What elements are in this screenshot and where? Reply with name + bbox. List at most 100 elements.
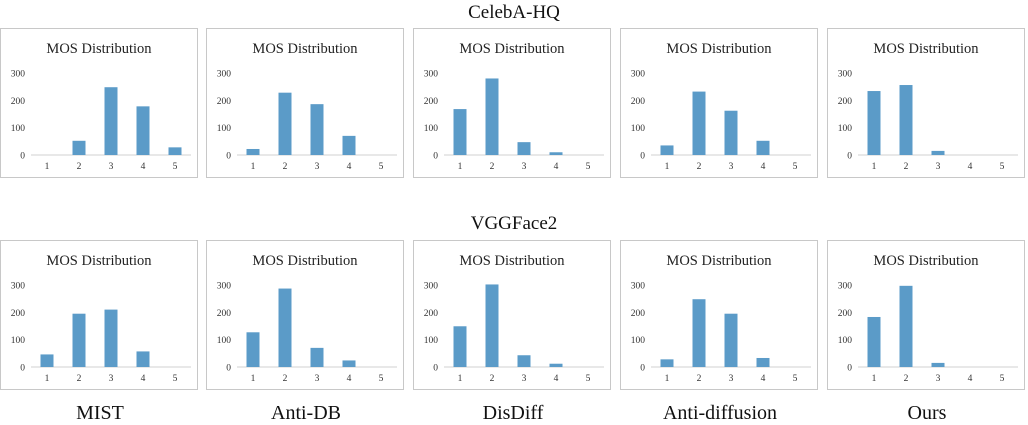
y-tick-label: 300 xyxy=(631,70,646,80)
x-tick-label: 1 xyxy=(251,374,256,384)
x-tick-label: 1 xyxy=(45,374,50,384)
y-tick-label: 0 xyxy=(226,364,231,374)
y-tick-label: 0 xyxy=(640,364,645,374)
y-tick-label: 200 xyxy=(217,309,232,319)
chart-panel: MOS Distribution 0 100 200 300 1 2 3 4 5 xyxy=(827,28,1025,178)
x-tick-label: 2 xyxy=(77,162,82,172)
bar-chart: MOS Distribution 0 100 200 300 1 2 3 4 5 xyxy=(631,41,811,172)
y-tick-label: 100 xyxy=(11,336,26,346)
chart-title: MOS Distribution xyxy=(666,253,772,269)
x-tick-label: 3 xyxy=(936,374,941,384)
chart-panel: MOS Distribution 0 100 200 300 1 2 3 4 5 xyxy=(206,28,404,178)
x-tick-label: 1 xyxy=(458,374,463,384)
y-tick-label: 300 xyxy=(217,282,232,292)
bar-4 xyxy=(549,152,563,155)
x-tick-label: 5 xyxy=(379,374,384,384)
x-tick-label: 4 xyxy=(968,162,973,172)
x-tick-label: 3 xyxy=(522,162,527,172)
bar-2 xyxy=(899,85,913,155)
y-tick-label: 300 xyxy=(424,70,439,80)
x-tick-label: 3 xyxy=(109,162,114,172)
x-tick-label: 3 xyxy=(315,162,320,172)
y-tick-label: 300 xyxy=(838,282,853,292)
bar-2 xyxy=(485,78,499,155)
bar-chart: MOS Distribution 0 100 200 300 1 2 3 4 5 xyxy=(11,253,191,384)
y-tick-label: 100 xyxy=(631,124,646,134)
bar-1 xyxy=(40,354,54,367)
x-tick-label: 4 xyxy=(141,162,146,172)
x-tick-label: 1 xyxy=(251,162,256,172)
x-tick-label: 1 xyxy=(872,162,877,172)
x-tick-label: 2 xyxy=(283,162,288,172)
y-tick-label: 100 xyxy=(838,124,853,134)
bar-2 xyxy=(278,92,292,155)
bar-1 xyxy=(453,109,467,155)
bar-chart: MOS Distribution 0 100 200 300 1 2 3 4 5 xyxy=(838,41,1018,172)
y-tick-label: 200 xyxy=(838,97,853,107)
x-tick-label: 4 xyxy=(347,374,352,384)
bar-1 xyxy=(660,359,674,367)
bar-5 xyxy=(168,147,182,155)
bar-3 xyxy=(931,150,945,155)
y-tick-label: 100 xyxy=(424,124,439,134)
bar-2 xyxy=(692,299,706,367)
chart-title: MOS Distribution xyxy=(252,41,358,57)
x-tick-label: 3 xyxy=(936,162,941,172)
y-tick-label: 0 xyxy=(433,152,438,162)
y-tick-label: 100 xyxy=(424,336,439,346)
y-tick-label: 0 xyxy=(226,152,231,162)
y-tick-label: 100 xyxy=(217,336,232,346)
y-tick-label: 200 xyxy=(11,309,26,319)
bar-4 xyxy=(342,135,356,155)
y-tick-label: 300 xyxy=(11,70,26,80)
bar-1 xyxy=(453,326,467,367)
x-tick-label: 4 xyxy=(761,162,766,172)
y-tick-label: 100 xyxy=(217,124,232,134)
x-tick-label: 5 xyxy=(793,374,798,384)
bar-3 xyxy=(724,110,738,155)
bar-4 xyxy=(136,106,150,155)
bar-chart: MOS Distribution 0 100 200 300 1 2 3 4 5 xyxy=(424,41,604,172)
bar-1 xyxy=(246,332,260,367)
x-tick-label: 2 xyxy=(697,374,702,384)
y-tick-label: 200 xyxy=(424,97,439,107)
bar-4 xyxy=(136,351,150,367)
bar-2 xyxy=(899,285,913,367)
y-tick-label: 0 xyxy=(433,364,438,374)
bar-4 xyxy=(756,140,770,155)
bar-3 xyxy=(310,104,324,155)
chart-title: MOS Distribution xyxy=(873,41,979,57)
bar-3 xyxy=(517,142,531,155)
bar-3 xyxy=(104,309,118,367)
y-tick-label: 100 xyxy=(631,336,646,346)
y-tick-label: 300 xyxy=(424,282,439,292)
bar-2 xyxy=(72,313,86,367)
method-label-ours: Ours xyxy=(907,402,947,424)
y-tick-label: 0 xyxy=(640,152,645,162)
section-title-celeba: CelebA-HQ xyxy=(468,2,560,23)
bar-4 xyxy=(342,360,356,367)
bar-chart: MOS Distribution 0 100 200 300 1 2 3 4 5 xyxy=(11,41,191,172)
chart-panel: MOS Distribution 0 100 200 300 1 2 3 4 5 xyxy=(413,240,611,390)
x-tick-label: 4 xyxy=(761,374,766,384)
bar-4 xyxy=(756,357,770,367)
x-tick-label: 3 xyxy=(729,374,734,384)
y-tick-label: 100 xyxy=(11,124,26,134)
x-tick-label: 4 xyxy=(347,162,352,172)
bar-chart: MOS Distribution 0 100 200 300 1 2 3 4 5 xyxy=(217,41,397,172)
y-tick-label: 0 xyxy=(847,364,852,374)
x-tick-label: 1 xyxy=(665,162,670,172)
y-tick-label: 0 xyxy=(20,364,25,374)
bar-chart: MOS Distribution 0 100 200 300 1 2 3 4 5 xyxy=(217,253,397,384)
chart-panel: MOS Distribution 0 100 200 300 1 2 3 4 5 xyxy=(620,240,818,390)
chart-title: MOS Distribution xyxy=(46,41,152,57)
x-tick-label: 5 xyxy=(173,374,178,384)
y-tick-label: 100 xyxy=(838,336,853,346)
bar-1 xyxy=(867,91,881,155)
y-tick-label: 200 xyxy=(631,309,646,319)
y-tick-label: 0 xyxy=(847,152,852,162)
chart-title: MOS Distribution xyxy=(252,253,358,269)
x-tick-label: 3 xyxy=(729,162,734,172)
bar-3 xyxy=(724,313,738,367)
bar-2 xyxy=(72,140,86,155)
